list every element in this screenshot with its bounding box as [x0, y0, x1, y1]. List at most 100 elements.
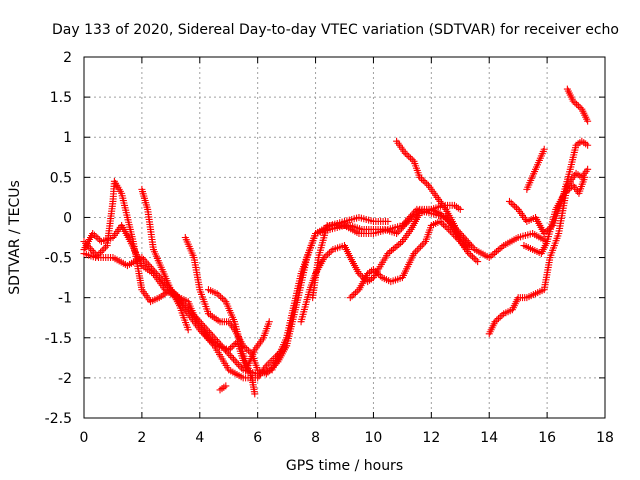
data-point: [95, 250, 103, 258]
data-point: [213, 290, 221, 298]
data-point: [327, 247, 335, 255]
y-tick-label: 2: [63, 50, 72, 66]
data-point: [222, 382, 230, 390]
data-point: [375, 270, 383, 278]
data-point: [401, 221, 409, 229]
y-tick-label: -2: [58, 371, 72, 387]
data-point: [446, 227, 454, 235]
data-point: [92, 254, 100, 262]
data-point: [92, 233, 100, 241]
data-point: [411, 211, 419, 219]
data-point: [540, 229, 548, 237]
data-points: [80, 85, 592, 398]
y-tick-label: -2.5: [45, 411, 72, 427]
data-point: [376, 272, 384, 280]
x-tick-label: 16: [538, 430, 556, 446]
data-point: [581, 173, 589, 181]
data-point: [236, 362, 244, 370]
data-point: [324, 250, 332, 258]
data-point: [562, 188, 570, 196]
data-point: [441, 222, 449, 230]
series-track-15: [563, 85, 592, 125]
data-point: [396, 226, 404, 234]
data-point: [445, 225, 453, 233]
data-point: [144, 261, 152, 269]
y-tick-label: -1.5: [45, 331, 72, 347]
data-point: [267, 365, 275, 373]
x-tick-label: 14: [480, 430, 498, 446]
data-point: [418, 241, 426, 249]
x-tick-label: 6: [253, 430, 262, 446]
data-point: [405, 152, 413, 160]
data-point: [283, 342, 291, 350]
data-point: [573, 100, 581, 108]
chart-title: Day 133 of 2020, Sidereal Day-to-day VTE…: [52, 22, 619, 38]
data-point: [398, 224, 406, 232]
data-point: [404, 217, 412, 225]
data-point: [443, 224, 451, 232]
data-point: [421, 178, 429, 186]
data-point: [169, 287, 177, 295]
data-point: [170, 289, 178, 297]
y-tick-label: 1: [63, 130, 72, 146]
data-point: [353, 287, 361, 295]
data-point: [93, 252, 101, 260]
data-point: [373, 269, 381, 277]
data-point: [351, 289, 359, 297]
data-point: [230, 355, 238, 363]
data-point: [584, 141, 592, 149]
y-tick-label: 1.5: [50, 90, 72, 106]
x-tick-label: 12: [422, 430, 440, 446]
data-point: [231, 357, 239, 365]
data-point: [512, 204, 520, 212]
axis-ticks: [83, 56, 606, 419]
data-point: [90, 231, 98, 239]
x-tick-labels: 0 2 4 6 8 10 12 14 16 18: [80, 430, 614, 446]
data-point: [439, 221, 447, 229]
data-point: [441, 214, 449, 222]
data-point: [472, 256, 480, 264]
data-point: [417, 243, 425, 251]
data-point: [511, 202, 519, 210]
data-point: [564, 186, 572, 194]
series-track-7: [216, 382, 230, 394]
data-point: [228, 343, 236, 351]
data-point: [584, 117, 592, 125]
y-tick-label: 0.5: [50, 170, 72, 186]
x-tick-label: 4: [195, 430, 204, 446]
data-point: [509, 201, 517, 209]
data-point: [204, 334, 212, 342]
data-point: [269, 363, 277, 371]
data-point: [97, 248, 105, 256]
data-point: [417, 175, 425, 183]
series-track-5: [181, 234, 291, 378]
data-point: [393, 229, 401, 237]
data-point: [271, 361, 279, 369]
data-point: [406, 216, 414, 224]
data-point: [322, 252, 330, 260]
data-point: [439, 213, 447, 221]
y-tick-labels: -2.5 -2 -1.5 -1 -0.5 0 0.5 1 1.5 2: [45, 50, 72, 427]
data-point: [456, 205, 464, 213]
data-point: [348, 292, 356, 300]
data-point: [408, 156, 416, 164]
data-point: [89, 229, 97, 237]
data-point: [206, 335, 214, 343]
data-point: [468, 253, 476, 261]
data-point: [371, 267, 379, 275]
data-point: [566, 185, 574, 193]
series-track-9: [346, 217, 473, 302]
data-point: [412, 209, 420, 217]
data-point: [448, 229, 456, 237]
y-tick-label: -1: [58, 291, 72, 307]
data-point: [266, 366, 274, 374]
data-point: [410, 250, 418, 258]
y-tick-label: -0.5: [45, 251, 72, 267]
data-point: [406, 154, 414, 162]
data-point: [494, 315, 502, 323]
data-point: [436, 209, 444, 217]
data-point: [220, 296, 228, 304]
data-point: [560, 189, 568, 197]
data-point: [357, 271, 365, 279]
data-point: [225, 346, 233, 354]
